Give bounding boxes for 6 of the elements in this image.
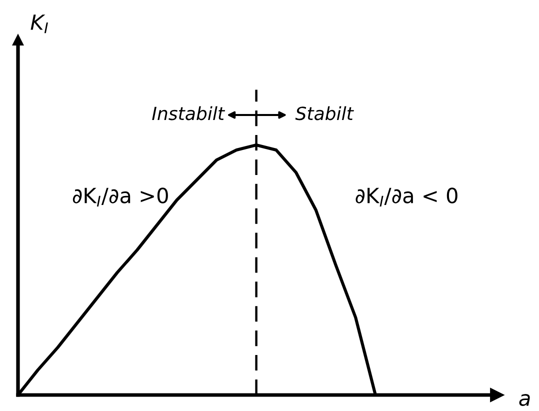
annotation: ∂K$_{I}$/∂a >0 bbox=[72, 188, 168, 207]
text: K$_{I}$ bbox=[30, 14, 48, 34]
text: Stabilt bbox=[295, 106, 354, 120]
annotation: ∂K$_{I}$/∂a < 0 bbox=[356, 188, 458, 207]
text: Instabilt bbox=[152, 106, 226, 120]
text: a bbox=[519, 394, 530, 406]
